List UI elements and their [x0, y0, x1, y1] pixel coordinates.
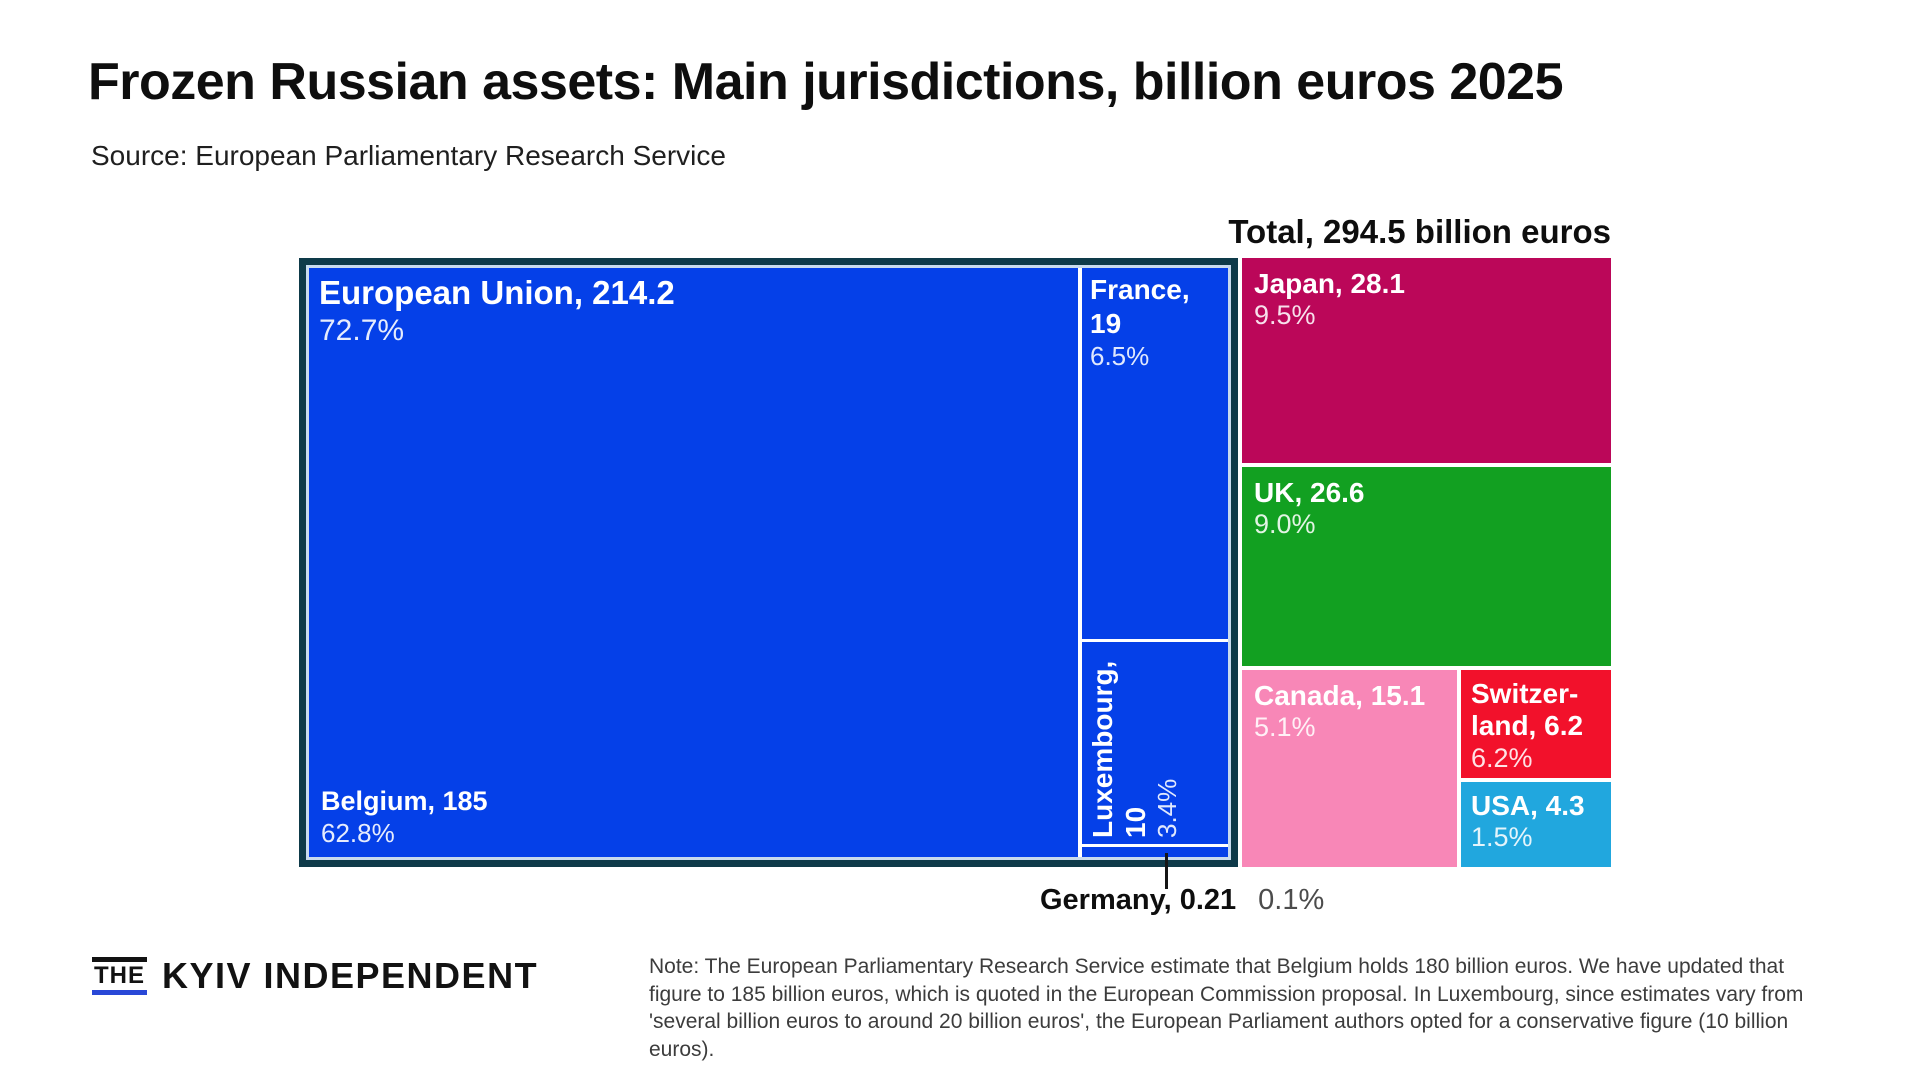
treemap-cell-germany — [1082, 847, 1228, 857]
uk-percent: 9.0% — [1254, 509, 1316, 540]
eu-inner-area: European Union, 214.2 72.7% Belgium, 185… — [306, 265, 1231, 860]
belgium-label: Belgium, 185 62.8% — [321, 785, 488, 849]
page-title: Frozen Russian assets: Main jurisdiction… — [88, 53, 1564, 111]
treemap-cell-luxembourg: Luxembourg, 10 3.4% — [1082, 642, 1228, 844]
eu-percent: 72.7% — [319, 313, 405, 347]
uk-label: UK, 26.6 9.0% — [1242, 467, 1611, 541]
canada-label: Canada, 15.1 5.1% — [1242, 670, 1457, 744]
treemap-cell-japan: Japan, 28.1 9.5% — [1242, 258, 1611, 463]
eu-label: European Union, 214.2 72.7% — [319, 274, 675, 348]
luxembourg-percent: 3.4% — [1152, 778, 1183, 838]
switzerland-percent: 6.2% — [1471, 742, 1533, 773]
logo-the: THE — [92, 956, 147, 996]
source-line: Source: European Parliamentary Research … — [91, 140, 726, 171]
eu-sub-column: France, 19 6.5% Luxembourg, 10 3.4% — [1078, 268, 1228, 857]
usa-name: USA, 4.3 — [1471, 790, 1585, 821]
eu-name: European Union, 214.2 — [319, 274, 675, 311]
treemap-cell-switzerland: Switzer- land, 6.2 6.2% — [1461, 670, 1611, 778]
total-label: Total, 294.5 billion euros — [1228, 213, 1611, 250]
canada-name: Canada, 15.1 — [1254, 680, 1426, 711]
japan-name: Japan, 28.1 — [1254, 268, 1405, 299]
treemap: European Union, 214.2 72.7% Belgium, 185… — [299, 258, 1611, 867]
treemap-cell-usa: USA, 4.3 1.5% — [1461, 782, 1611, 867]
germany-name: Germany, 0.21 — [1040, 884, 1237, 916]
france-percent: 6.5% — [1090, 341, 1150, 372]
kyiv-independent-logo: THE KYIV INDEPENDENT — [92, 955, 538, 997]
switzerland-name-line1: Switzer- — [1471, 678, 1579, 709]
japan-percent: 9.5% — [1254, 300, 1316, 331]
belgium-name: Belgium, 185 — [321, 786, 488, 817]
logo-name: KYIV INDEPENDENT — [162, 955, 539, 996]
treemap-cell-france: France, 19 6.5% — [1082, 268, 1228, 639]
germany-callout-label: Germany, 0.21 0.1% — [1040, 884, 1324, 917]
france-name: France, 19 — [1090, 274, 1190, 340]
usa-percent: 1.5% — [1471, 822, 1533, 853]
japan-label: Japan, 28.1 9.5% — [1242, 258, 1611, 332]
treemap-cell-canada: Canada, 15.1 5.1% — [1242, 670, 1457, 867]
usa-label: USA, 4.3 1.5% — [1461, 782, 1611, 854]
luxembourg-label: Luxembourg, 10 3.4% — [1086, 648, 1183, 844]
treemap-cell-european-union: European Union, 214.2 72.7% Belgium, 185… — [299, 258, 1238, 867]
treemap-cell-uk: UK, 26.6 9.0% — [1242, 467, 1611, 666]
germany-callout-line — [1165, 853, 1168, 889]
canada-percent: 5.1% — [1254, 712, 1316, 743]
luxembourg-name: Luxembourg, 10 — [1087, 660, 1152, 838]
uk-name: UK, 26.6 — [1254, 477, 1365, 508]
switzerland-name-line2: land, 6.2 — [1471, 710, 1584, 742]
france-label: France, 19 6.5% — [1090, 273, 1228, 373]
belgium-percent: 62.8% — [321, 817, 395, 848]
germany-percent: 0.1% — [1258, 884, 1325, 916]
switzerland-label: Switzer- land, 6.2 6.2% — [1461, 670, 1611, 774]
footnote: Note: The European Parliamentary Researc… — [649, 955, 1804, 1062]
